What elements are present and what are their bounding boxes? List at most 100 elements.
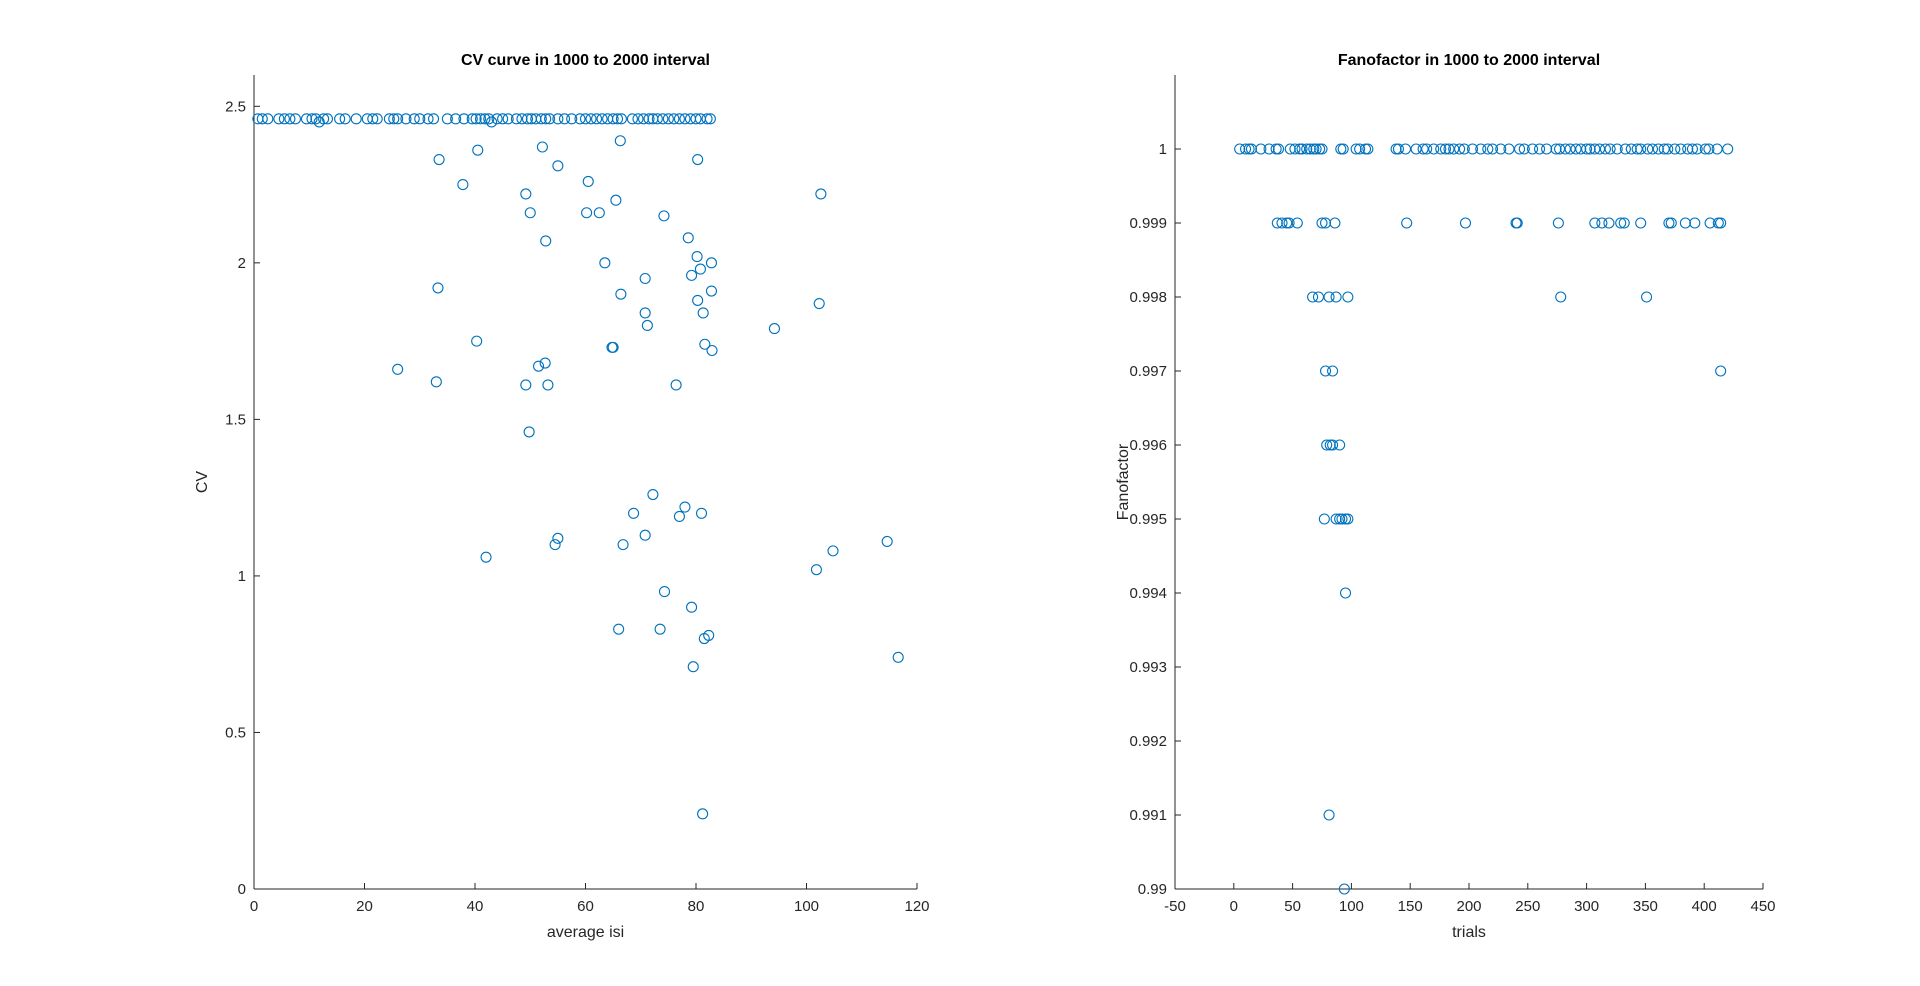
fanofactor-x-tick-label: 300 xyxy=(1574,898,1599,915)
fanofactor-y-tick-label: 1 xyxy=(1159,141,1167,158)
fanofactor-data-point xyxy=(1410,143,1422,155)
fanofactor-data-point xyxy=(1589,143,1601,155)
cv-data-point xyxy=(542,379,554,391)
cv-data-point xyxy=(523,426,535,438)
fanofactor-data-point xyxy=(1570,143,1582,155)
cv-data-point xyxy=(371,113,383,125)
fanofactor-data-point xyxy=(1642,143,1654,155)
cv-data-point xyxy=(691,251,703,263)
cv-data-point xyxy=(414,113,426,125)
cv-data-point xyxy=(532,360,545,372)
fanofactor-data-point xyxy=(1552,217,1564,229)
fanofactor-x-axis-label: trials xyxy=(1452,924,1486,941)
fanofactor-data-point xyxy=(1304,143,1316,155)
cv-data-point xyxy=(566,113,578,125)
cv-data-point xyxy=(540,235,552,247)
fanofactor-data-point xyxy=(1439,143,1452,155)
fanofactor-data-point xyxy=(1679,217,1691,229)
fanofactor-data-point xyxy=(1646,143,1659,155)
cv-data-point xyxy=(544,113,556,125)
cv-data-point xyxy=(654,623,666,635)
cv-y-tick-label: 1.5 xyxy=(225,411,246,428)
fanofactor-y-tick-label: 0.99 xyxy=(1138,881,1167,898)
fanofactor-y-tick-label: 0.992 xyxy=(1129,733,1167,750)
fanofactor-y-tick-label: 0.993 xyxy=(1129,659,1167,676)
cv-data-point xyxy=(278,113,290,125)
cv-data-point xyxy=(428,113,440,125)
fanofactor-data-point xyxy=(1689,217,1701,229)
cv-x-tick-label: 80 xyxy=(688,898,705,915)
cv-data-point xyxy=(628,507,640,519)
fanofactor-data-point xyxy=(1318,513,1330,525)
cv-data-point xyxy=(690,113,702,125)
cv-x-tick-label: 120 xyxy=(904,898,929,915)
cv-data-point xyxy=(540,113,552,125)
fanofactor-data-point xyxy=(1354,143,1366,155)
fanofactor-data-point xyxy=(1511,217,1523,229)
fanofactor-data-point xyxy=(1272,143,1285,155)
cv-data-point xyxy=(520,188,532,200)
cv-data-point xyxy=(639,307,651,319)
fanofactor-y-axis-label: Fanofactor xyxy=(1115,443,1132,520)
fanofactor-data-point xyxy=(1631,143,1643,155)
fanofactor-data-point xyxy=(1699,143,1711,155)
fanofactor-x-tick-label: 250 xyxy=(1515,898,1540,915)
cv-data-point xyxy=(632,113,644,125)
fanofactor-data-point xyxy=(1619,143,1631,155)
cv-data-point xyxy=(516,113,528,125)
fanofactor-data-point xyxy=(1323,291,1335,303)
fanofactor-data-point xyxy=(1682,143,1694,155)
cv-data-point xyxy=(497,113,509,125)
fanofactor-data-point xyxy=(1554,143,1566,155)
fanofactor-data-point xyxy=(1327,439,1339,451)
cv-data-point xyxy=(639,529,651,541)
fanofactor-data-point xyxy=(1625,143,1637,155)
cv-data-point xyxy=(615,288,627,300)
cv-data-point xyxy=(367,113,379,125)
cv-data-point xyxy=(658,210,670,222)
cv-data-point xyxy=(673,510,685,522)
fanofactor-data-point xyxy=(1284,143,1296,155)
cv-data-point xyxy=(432,282,444,294)
fanofactor-data-points xyxy=(1234,143,1734,895)
fanofactor-data-point xyxy=(1329,217,1341,229)
fanofactor-data-point xyxy=(1323,809,1335,821)
fanofactor-data-point xyxy=(1635,217,1647,229)
cv-data-point xyxy=(350,113,362,125)
fanofactor-data-point xyxy=(1338,883,1350,895)
cv-data-point xyxy=(262,113,274,125)
cv-x-tick-label: 20 xyxy=(356,898,373,915)
fanofactor-data-point xyxy=(1581,143,1593,155)
cv-data-point xyxy=(695,507,708,519)
fanofactor-data-point xyxy=(1703,143,1715,155)
cv-data-point xyxy=(699,338,711,350)
fanofactor-data-point xyxy=(1327,365,1339,377)
fanofactor-y-tick-label: 0.998 xyxy=(1129,289,1167,306)
fanofactor-data-point xyxy=(1596,217,1608,229)
fanofactor-data-point xyxy=(1336,513,1348,525)
cv-data-point xyxy=(392,363,404,375)
cv-data-point xyxy=(599,257,611,269)
cv-data-point xyxy=(641,319,653,332)
fanofactor-data-point xyxy=(1234,143,1246,155)
cv-data-point xyxy=(596,113,608,125)
cv-data-point xyxy=(647,488,659,501)
fanofactor-x-tick-label: 100 xyxy=(1339,898,1364,915)
cv-y-tick-label: 0 xyxy=(238,881,246,898)
cv-x-tick-label: 100 xyxy=(794,898,819,915)
fanofactor-data-point xyxy=(1603,217,1615,229)
fanofactor-data-point xyxy=(1599,143,1611,155)
cv-chart-title: CV curve in 1000 to 2000 interval xyxy=(461,52,710,69)
cv-data-point xyxy=(480,551,492,563)
cv-data-point xyxy=(694,263,706,275)
cv-data-point xyxy=(704,113,716,125)
fanofactor-y-tick-label: 0.997 xyxy=(1129,363,1167,380)
cv-data-point xyxy=(881,535,893,548)
fanofactor-data-point xyxy=(1330,513,1342,525)
fanofactor-data-point xyxy=(1289,143,1301,155)
cv-y-axis-label: CV xyxy=(194,471,211,494)
cv-data-points xyxy=(252,113,904,820)
cv-data-point xyxy=(892,651,904,663)
fanofactor-data-point xyxy=(1584,143,1596,155)
